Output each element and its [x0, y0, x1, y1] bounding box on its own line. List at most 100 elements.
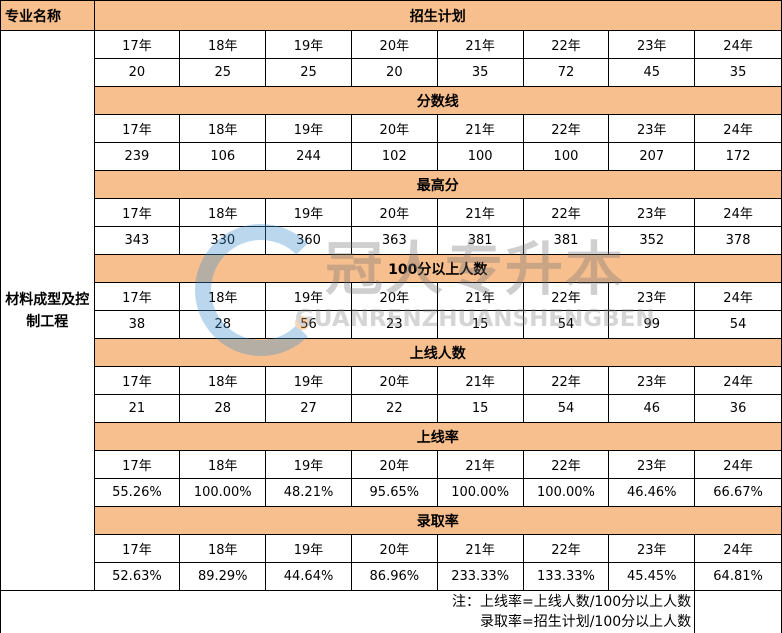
- value-cell: 15: [436, 394, 524, 423]
- section-header-row: 分数线: [1, 86, 782, 115]
- value-cell: 66.67%: [694, 478, 782, 507]
- value-cell: 22: [350, 394, 438, 423]
- value-cell: 102: [350, 142, 438, 171]
- year-cell: 21年: [436, 198, 524, 227]
- year-row: 17年 18年 19年 20年 21年 22年 23年 24年: [1, 366, 782, 395]
- value-cell: 133.33%: [522, 562, 610, 591]
- value-row: 38 28 56 23 15 54 99 54: [1, 310, 782, 339]
- year-cell: 17年: [93, 282, 181, 311]
- value-cell: 20: [93, 58, 181, 87]
- note-line-2: 录取率=招生计划/100分以上人数: [479, 614, 692, 630]
- year-cell: 17年: [93, 198, 181, 227]
- value-cell: 20: [350, 58, 438, 87]
- section-title: 上线率: [93, 422, 782, 451]
- year-cell: 22年: [522, 30, 610, 59]
- year-cell: 24年: [694, 366, 782, 395]
- year-cell: 18年: [179, 450, 267, 479]
- value-cell: 72: [522, 58, 610, 87]
- value-cell: 381: [522, 226, 610, 255]
- year-cell: 19年: [265, 366, 352, 395]
- year-cell: 18年: [179, 198, 267, 227]
- value-cell: 25: [265, 58, 352, 87]
- value-cell: 239: [93, 142, 181, 171]
- value-cell: 86.96%: [350, 562, 438, 591]
- year-cell: 21年: [436, 534, 524, 563]
- year-cell: 19年: [265, 282, 352, 311]
- value-cell: 100.00%: [522, 478, 610, 507]
- value-cell: 52.63%: [93, 562, 181, 591]
- section-title: 100分以上人数: [93, 254, 782, 283]
- value-cell: 35: [436, 58, 524, 87]
- value-cell: 244: [265, 142, 352, 171]
- year-cell: 24年: [694, 198, 782, 227]
- year-cell: 19年: [265, 30, 352, 59]
- year-cell: 24年: [694, 30, 782, 59]
- section-title: 录取率: [93, 506, 782, 535]
- year-cell: 24年: [694, 534, 782, 563]
- value-cell: 21: [93, 394, 181, 423]
- empty-cell: [694, 590, 782, 633]
- value-cell: 28: [179, 310, 267, 339]
- value-cell: 100: [436, 142, 524, 171]
- value-cell: 54: [522, 310, 610, 339]
- value-row: 21 28 27 22 15 54 46 36: [1, 394, 782, 423]
- year-cell: 17年: [93, 366, 181, 395]
- section-header-row: 100分以上人数: [1, 254, 782, 283]
- year-cell: 22年: [522, 366, 610, 395]
- value-cell: 45.45%: [608, 562, 696, 591]
- value-cell: 233.33%: [436, 562, 524, 591]
- value-cell: 38: [93, 310, 181, 339]
- value-cell: 56: [265, 310, 352, 339]
- year-row: 17年 18年 19年 20年 21年 22年 23年 24年: [1, 282, 782, 311]
- year-cell: 24年: [694, 282, 782, 311]
- section-header-row: 上线率: [1, 422, 782, 451]
- year-cell: 20年: [350, 534, 438, 563]
- year-cell: 17年: [93, 30, 181, 59]
- year-cell: 19年: [265, 450, 352, 479]
- value-cell: 352: [608, 226, 696, 255]
- year-cell: 18年: [179, 114, 267, 143]
- section-header-row: 专业名称 招生计划: [0, 0, 782, 31]
- value-row: 343 330 360 363 381 381 352 378: [1, 226, 782, 255]
- value-cell: 15: [436, 310, 524, 339]
- value-cell: 207: [608, 142, 696, 171]
- value-cell: 28: [179, 394, 267, 423]
- section-title: 分数线: [93, 86, 782, 115]
- year-row: 17年 18年 19年 20年 21年 22年 23年 24年: [1, 198, 782, 227]
- year-cell: 18年: [179, 534, 267, 563]
- value-cell: 360: [265, 226, 352, 255]
- value-cell: 330: [179, 226, 267, 255]
- year-cell: 24年: [694, 114, 782, 143]
- value-cell: 25: [179, 58, 267, 87]
- year-cell: 22年: [522, 198, 610, 227]
- year-cell: 18年: [179, 366, 267, 395]
- section-title: 上线人数: [93, 338, 782, 367]
- value-cell: 54: [694, 310, 782, 339]
- value-cell: 44.64%: [265, 562, 352, 591]
- value-cell: 55.26%: [93, 478, 181, 507]
- year-cell: 20年: [350, 366, 438, 395]
- year-cell: 17年: [93, 450, 181, 479]
- year-cell: 19年: [265, 534, 352, 563]
- value-cell: 378: [694, 226, 782, 255]
- year-cell: 21年: [436, 450, 524, 479]
- year-cell: 22年: [522, 534, 610, 563]
- major-header: 专业名称: [0, 0, 95, 31]
- value-cell: 343: [93, 226, 181, 255]
- year-cell: 18年: [179, 30, 267, 59]
- year-cell: 17年: [93, 114, 181, 143]
- value-cell: 36: [694, 394, 782, 423]
- value-cell: 89.29%: [179, 562, 267, 591]
- year-cell: 20年: [350, 114, 438, 143]
- section-title: 最高分: [93, 170, 782, 199]
- note-line-1: 注：上线率=上线人数/100分以上人数: [451, 594, 692, 610]
- value-row: 55.26% 100.00% 48.21% 95.65% 100.00% 100.00% 4…: [1, 478, 782, 507]
- year-cell: 22年: [522, 450, 610, 479]
- value-cell: 95.65%: [350, 478, 438, 507]
- year-cell: 22年: [522, 114, 610, 143]
- section-header-row: 录取率: [1, 506, 782, 535]
- value-cell: 23: [350, 310, 438, 339]
- year-cell: 24年: [694, 450, 782, 479]
